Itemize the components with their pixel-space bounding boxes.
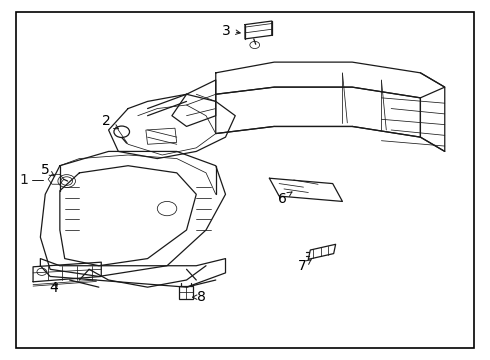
- Text: 3: 3: [222, 24, 240, 38]
- Text: 2: 2: [102, 114, 119, 129]
- Bar: [146, 128, 177, 144]
- Text: 5: 5: [41, 163, 55, 177]
- Text: 8: 8: [193, 290, 206, 304]
- Text: 7: 7: [297, 260, 312, 274]
- Text: 4: 4: [49, 281, 58, 295]
- Text: 1: 1: [19, 173, 28, 187]
- Text: 6: 6: [278, 192, 292, 206]
- Bar: [179, 286, 193, 298]
